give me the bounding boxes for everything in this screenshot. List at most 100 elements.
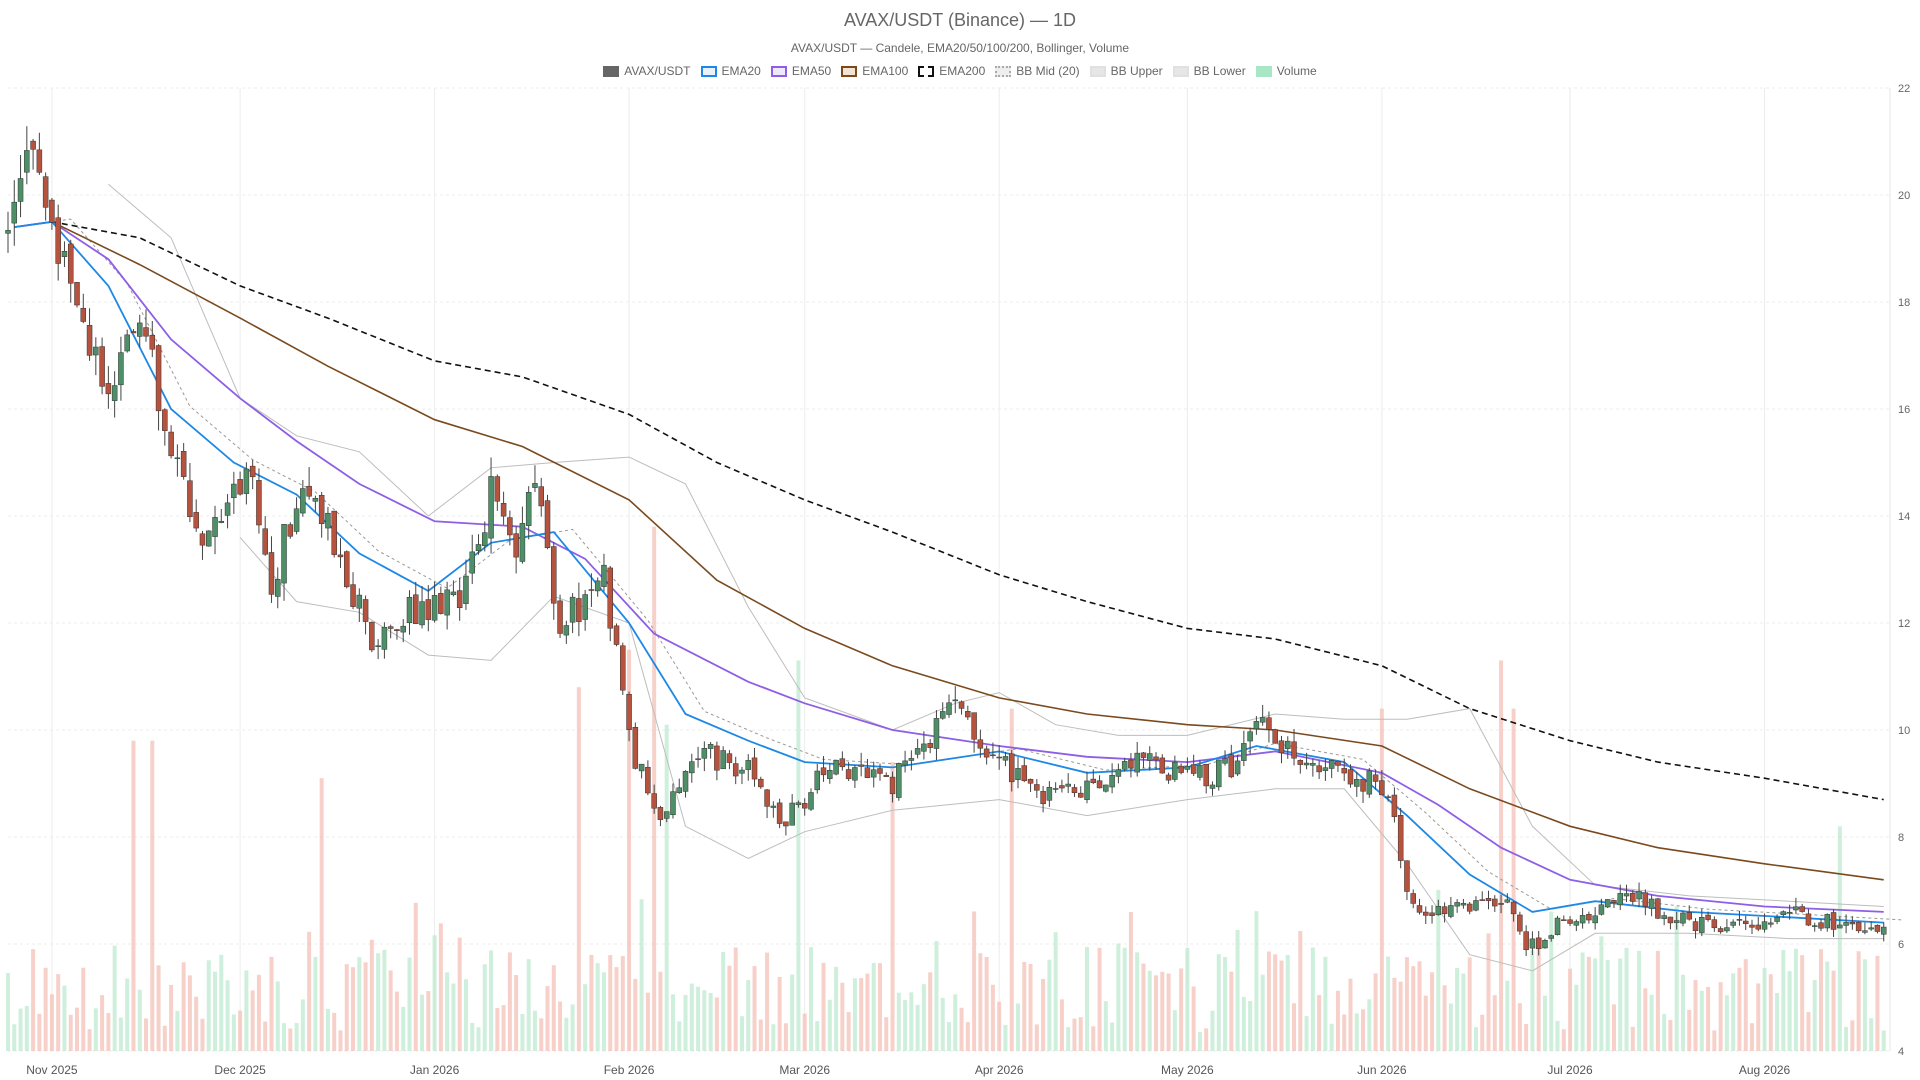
legend-item[interactable]: EMA20 xyxy=(700,64,761,78)
volume-bar xyxy=(319,778,324,1051)
legend-swatch xyxy=(1172,65,1189,77)
volume-bar xyxy=(68,1014,73,1051)
volume-bar xyxy=(1643,988,1648,1051)
candle-body xyxy=(136,322,143,337)
volume-bar xyxy=(1611,1004,1616,1051)
candle-body xyxy=(249,465,256,478)
volume-bar xyxy=(1756,983,1761,1051)
volume-bar xyxy=(1404,957,1409,1051)
volume-bar xyxy=(921,984,926,1051)
legend-item[interactable]: BB Mid (20) xyxy=(995,64,1080,78)
volume-bar xyxy=(125,978,130,1051)
volume-bar xyxy=(1141,963,1146,1051)
candle-body xyxy=(776,802,783,824)
candle-body xyxy=(1755,924,1762,930)
volume-bar xyxy=(413,902,418,1051)
candle-body xyxy=(538,486,544,507)
volume-bar xyxy=(1059,999,1064,1051)
candle-body xyxy=(707,744,714,749)
volume-bar xyxy=(1473,1027,1478,1051)
candle-body xyxy=(1542,940,1548,949)
candle-body xyxy=(927,743,933,748)
candle-body xyxy=(1216,759,1222,788)
volume-bar xyxy=(727,965,732,1051)
candle-body xyxy=(488,476,494,539)
candle-body xyxy=(1090,778,1097,784)
candle-body xyxy=(1793,906,1799,911)
candle-body xyxy=(1673,920,1680,923)
volume-bar xyxy=(1649,994,1654,1051)
candle-body xyxy=(1862,930,1868,933)
candle-body xyxy=(1341,768,1347,774)
candle-body xyxy=(1604,899,1611,908)
candle-body xyxy=(689,761,695,774)
volume-bar xyxy=(388,970,393,1051)
candle-body xyxy=(1686,912,1693,920)
candle-body xyxy=(1623,893,1630,897)
candle-body xyxy=(1410,893,1416,904)
candle-body xyxy=(1523,931,1529,951)
candle-body xyxy=(770,805,777,808)
candle-body xyxy=(1354,779,1360,787)
volume-bar xyxy=(332,1012,337,1051)
candle-body xyxy=(1435,905,1442,916)
volume-bar xyxy=(1128,911,1133,1051)
candle-body xyxy=(1165,774,1172,781)
candle-body xyxy=(86,325,93,356)
volume-bar xyxy=(156,965,161,1051)
volume-bar xyxy=(1461,973,1466,1051)
volume-bar xyxy=(1122,947,1127,1051)
candle-body xyxy=(1234,760,1241,775)
volume-bar xyxy=(75,1007,80,1051)
volume-bar xyxy=(1555,1020,1560,1051)
volume-bar xyxy=(1197,1032,1202,1051)
volume-bar xyxy=(915,1004,920,1051)
candle-body xyxy=(544,500,551,549)
candle-body xyxy=(914,748,921,755)
candle-body xyxy=(965,711,971,718)
volume-bar xyxy=(432,935,437,1051)
legend-item[interactable]: EMA100 xyxy=(841,64,908,78)
candle-body xyxy=(325,512,331,529)
candle-body xyxy=(1172,761,1178,780)
candle-body xyxy=(356,594,363,609)
volume-bar xyxy=(545,986,550,1051)
candle-body xyxy=(946,702,952,715)
legend-item[interactable]: AVAX/USDT xyxy=(603,64,691,78)
volume-bar xyxy=(1279,960,1284,1051)
legend-item[interactable]: Volume xyxy=(1255,64,1317,78)
candle-body xyxy=(764,789,770,807)
volume-bar xyxy=(1273,954,1278,1051)
candle-body xyxy=(971,712,977,740)
volume-bar xyxy=(294,1023,299,1051)
candle-body xyxy=(620,645,626,691)
volume-bar xyxy=(595,963,600,1051)
candle-body xyxy=(902,760,908,766)
candle-body xyxy=(74,282,80,306)
candle-body xyxy=(1711,919,1718,929)
volume-bar xyxy=(62,985,67,1051)
volume-bar xyxy=(953,994,958,1051)
legend-swatch xyxy=(770,65,787,77)
legend-item[interactable]: BB Lower xyxy=(1172,64,1246,78)
legend-item[interactable]: EMA50 xyxy=(770,64,831,78)
volume-bar xyxy=(1580,952,1585,1051)
candle-body xyxy=(80,307,87,322)
candle-body xyxy=(519,523,526,562)
legend-item[interactable]: BB Upper xyxy=(1089,64,1163,78)
candle-body xyxy=(1830,912,1837,930)
candle-body xyxy=(1466,903,1473,912)
candle-body xyxy=(369,621,375,651)
candle-body xyxy=(1109,774,1115,788)
legend-item[interactable]: EMA200 xyxy=(918,64,985,78)
volume-bar xyxy=(1016,1003,1021,1051)
candle-body xyxy=(1241,743,1247,761)
volume-bar xyxy=(990,984,995,1051)
volume-bar xyxy=(1674,906,1679,1051)
volume-bar xyxy=(106,1012,111,1051)
candle-body xyxy=(1404,860,1410,892)
volume-bar xyxy=(532,1010,537,1051)
candle-body xyxy=(1818,922,1824,929)
volume-bar xyxy=(796,660,801,1051)
volume-bar xyxy=(1223,957,1228,1051)
